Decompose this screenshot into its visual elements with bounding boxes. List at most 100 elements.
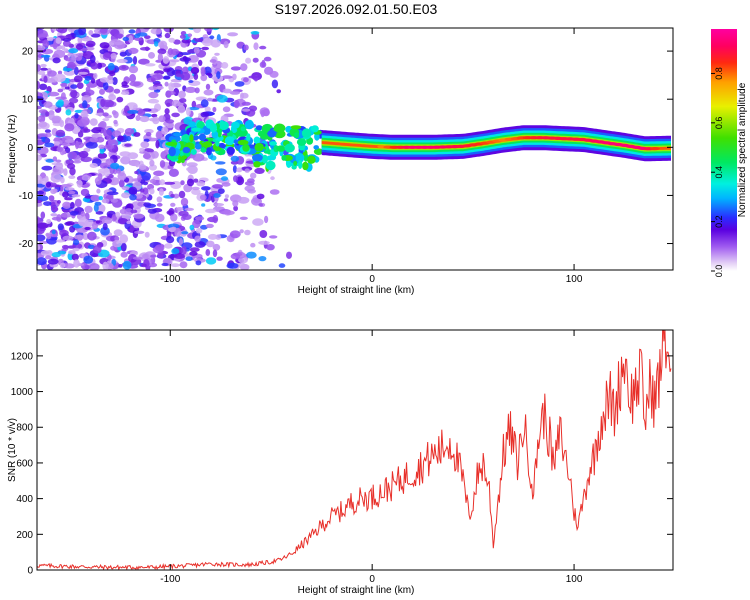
noise-blob	[98, 144, 105, 150]
noise-blob	[193, 178, 199, 183]
noise-blob	[73, 234, 85, 240]
noise-blob	[230, 253, 241, 260]
noise-blob	[188, 55, 199, 63]
noise-blob	[168, 37, 175, 43]
noise-blob	[163, 149, 170, 155]
noise-blob	[159, 179, 166, 186]
noise-blob	[62, 201, 71, 209]
noise-blob	[278, 263, 286, 268]
noise-blob	[113, 111, 119, 119]
noise-blob	[77, 71, 89, 75]
top-y-axis-label: Frequency (Hz)	[7, 115, 18, 184]
noise-blob	[192, 219, 201, 229]
noise-blob	[212, 243, 221, 251]
noise-blob	[158, 40, 168, 49]
noise-blob	[186, 178, 195, 187]
noise-blob	[40, 211, 46, 219]
signal-blob	[201, 141, 213, 148]
noise-blob	[50, 233, 59, 238]
noise-blob	[174, 227, 182, 237]
noise-blob	[170, 193, 175, 198]
noise-blob	[258, 256, 267, 262]
noise-blob	[211, 76, 218, 80]
noise-blob	[149, 188, 155, 195]
noise-blob	[57, 223, 64, 231]
noise-blob	[143, 138, 150, 143]
noise-blob	[116, 96, 124, 103]
noise-blob	[51, 117, 60, 122]
noise-blob	[211, 28, 220, 31]
colorbar: 0.0 0.2 0.4 0.6 0.8 Normalized spectral ampl…	[711, 29, 748, 277]
noise-blob	[113, 119, 118, 125]
noise-blob	[57, 28, 68, 34]
noise-blob	[97, 122, 105, 128]
noise-blob	[55, 129, 66, 137]
noise-blob	[43, 75, 48, 83]
noise-blob	[166, 210, 174, 215]
signal-blob	[273, 123, 286, 133]
signal-blob	[218, 121, 229, 131]
noise-blob	[62, 38, 72, 42]
noise-blob	[119, 51, 127, 57]
noise-blob	[142, 187, 149, 195]
noise-blob	[37, 201, 43, 207]
noise-blob	[93, 72, 98, 80]
signal-blob	[313, 148, 324, 156]
noise-blob	[53, 137, 61, 142]
noise-blob	[37, 217, 44, 224]
noise-blob	[258, 240, 270, 245]
noise-blob	[169, 59, 180, 63]
noise-blob	[230, 155, 240, 162]
noise-blob	[37, 222, 49, 229]
noise-blob	[236, 167, 243, 173]
noise-blob	[54, 73, 66, 83]
noise-blob	[67, 53, 74, 57]
noise-blob	[53, 49, 66, 59]
noise-blob	[63, 263, 75, 269]
noise-blob	[102, 52, 111, 60]
noise-blob	[185, 256, 193, 262]
noise-blob	[224, 194, 229, 199]
noise-blob	[244, 181, 255, 186]
noise-blob	[286, 251, 292, 259]
noise-blob	[48, 195, 55, 202]
noise-blob	[108, 177, 120, 186]
noise-blob	[80, 128, 91, 133]
noise-blob	[260, 110, 265, 118]
noise-blob	[90, 78, 96, 84]
noise-blob	[148, 91, 159, 99]
noise-blob	[102, 261, 109, 270]
noise-blob	[201, 186, 211, 191]
noise-blob	[217, 188, 225, 195]
bottom-plot-frame	[36, 329, 674, 571]
noise-blob	[107, 62, 115, 71]
signal-blob	[311, 125, 319, 133]
noise-blob	[252, 218, 264, 226]
noise-blob	[78, 28, 87, 36]
noise-blob	[229, 230, 241, 239]
noise-blob	[224, 210, 235, 216]
signal-blob	[267, 130, 277, 138]
noise-blob	[55, 37, 62, 44]
noise-blob	[128, 253, 137, 263]
noise-blob	[138, 164, 147, 171]
noise-blob	[67, 151, 78, 160]
noise-blob	[193, 28, 202, 34]
bottom-xtick-label: -100	[160, 574, 180, 585]
noise-blob	[223, 198, 229, 202]
noise-blob	[244, 185, 255, 192]
noise-blob	[83, 255, 94, 264]
noise-blob	[206, 240, 215, 248]
signal-blob	[313, 145, 320, 150]
noise-blob	[151, 74, 164, 81]
noise-blob	[139, 188, 145, 193]
noise-blob	[112, 239, 123, 248]
noise-blob	[259, 61, 267, 68]
signal-blob	[242, 144, 250, 152]
noise-blob	[65, 86, 70, 90]
noise-blob	[57, 99, 64, 106]
noise-blob	[258, 203, 264, 207]
noise-blob	[81, 174, 91, 181]
noise-blob	[116, 58, 128, 64]
